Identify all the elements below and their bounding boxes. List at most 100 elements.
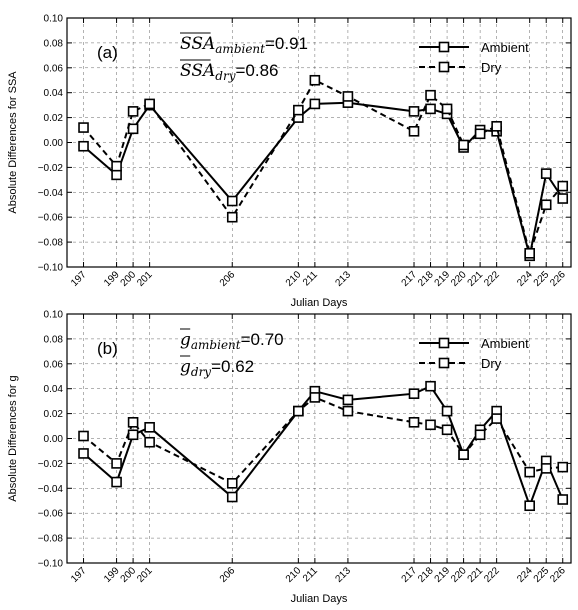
legend-label: Ambient bbox=[481, 40, 529, 55]
data-point bbox=[557, 494, 569, 505]
x-tick-label: 218 bbox=[416, 565, 436, 585]
data-point bbox=[293, 405, 304, 417]
data-point bbox=[425, 380, 436, 392]
x-tick-label: 199 bbox=[102, 269, 122, 289]
data-point bbox=[226, 478, 238, 489]
data-point bbox=[491, 121, 502, 132]
y-tick-label: 0.10 bbox=[44, 14, 64, 25]
annotation-value: =0.70 bbox=[241, 330, 284, 349]
legend-label: Dry bbox=[481, 356, 502, 371]
annotation-value: =0.62 bbox=[211, 357, 254, 376]
y-tick-label: −0.06 bbox=[38, 509, 64, 520]
series-dry bbox=[78, 392, 569, 489]
y-tick-label: 0.08 bbox=[44, 38, 64, 49]
x-tick-label: 211 bbox=[301, 269, 320, 288]
x-tick-label: 225 bbox=[532, 565, 552, 585]
data-point bbox=[458, 449, 469, 460]
data-point bbox=[458, 139, 469, 151]
y-tick-label: −0.02 bbox=[38, 459, 64, 470]
x-tick-label: 197 bbox=[69, 269, 89, 289]
x-tick-label: 225 bbox=[532, 269, 552, 289]
data-point bbox=[226, 491, 238, 503]
y-tick-label: −0.08 bbox=[38, 534, 64, 545]
data-point bbox=[441, 424, 453, 436]
legend-marker bbox=[438, 61, 450, 73]
x-tick-label: 199 bbox=[102, 565, 122, 585]
y-tick-label: 0.02 bbox=[44, 113, 64, 124]
legend-marker bbox=[438, 337, 450, 349]
data-point bbox=[293, 104, 304, 116]
y-axis-label: Absolute Differences for g bbox=[7, 375, 19, 501]
data-point bbox=[309, 74, 321, 86]
data-point bbox=[491, 413, 502, 424]
x-tick-label: 226 bbox=[548, 565, 568, 585]
data-point bbox=[127, 417, 139, 428]
data-point bbox=[524, 500, 535, 512]
y-tick-label: −0.04 bbox=[38, 484, 64, 495]
panel-a: −0.10 −0.08 −0.06 −0.04 −0.02 0.00 0.02 0.04 0.0… bbox=[7, 14, 572, 309]
data-point bbox=[408, 125, 420, 137]
data-point bbox=[111, 476, 122, 488]
annotation-subscript: ambient bbox=[215, 42, 265, 56]
data-point bbox=[309, 392, 321, 403]
y-tick-label: 0.00 bbox=[44, 434, 64, 445]
x-tick-label: 213 bbox=[333, 269, 353, 289]
data-point bbox=[111, 160, 122, 172]
data-point bbox=[78, 140, 89, 152]
x-tick-label: 197 bbox=[69, 565, 89, 585]
x-tick-label: 220 bbox=[449, 269, 469, 289]
x-tick-label: 210 bbox=[284, 269, 304, 289]
series-line bbox=[82, 396, 563, 485]
y-axis-label: Absolute Differences for SSA bbox=[7, 71, 19, 214]
data-point bbox=[441, 405, 453, 417]
y-tick-label: −0.04 bbox=[38, 188, 64, 199]
data-point bbox=[474, 128, 486, 140]
x-tick-label: 219 bbox=[433, 565, 453, 585]
x-tick-label: 218 bbox=[416, 269, 436, 289]
x-tick-label: 206 bbox=[218, 565, 238, 585]
y-tick-label: 0.06 bbox=[44, 359, 64, 370]
annotation-subscript: dry bbox=[215, 69, 235, 83]
data-point bbox=[557, 461, 569, 473]
series-line bbox=[82, 384, 564, 509]
data-point bbox=[78, 122, 89, 133]
data-point bbox=[111, 169, 122, 181]
data-point bbox=[78, 448, 89, 459]
panel-label: (a) bbox=[97, 43, 118, 62]
annotation-base: g bbox=[180, 330, 191, 350]
grid bbox=[67, 17, 571, 268]
mean-annotation: SSAdry=0.86 bbox=[180, 61, 279, 83]
x-tick-label: 213 bbox=[333, 565, 353, 585]
x-tick-label: 211 bbox=[301, 565, 320, 584]
annotation-value: =0.86 bbox=[235, 61, 278, 80]
x-tick-label: 222 bbox=[482, 565, 502, 585]
data-point bbox=[540, 168, 552, 179]
data-point bbox=[127, 429, 139, 441]
data-point bbox=[127, 123, 139, 135]
data-point bbox=[78, 430, 89, 442]
data-point bbox=[524, 248, 535, 259]
y-tick-label: −0.10 bbox=[38, 263, 64, 274]
x-tick-label: 217 bbox=[400, 565, 420, 585]
data-point bbox=[342, 394, 354, 406]
x-tick-label: 222 bbox=[482, 269, 502, 289]
mean-annotation: gambient=0.70 bbox=[180, 330, 284, 352]
data-point bbox=[425, 89, 436, 101]
x-tick-label: 210 bbox=[284, 565, 304, 585]
data-point bbox=[226, 195, 238, 207]
data-point bbox=[474, 429, 486, 441]
x-tick-label: 201 bbox=[135, 269, 155, 289]
data-point bbox=[144, 421, 155, 433]
x-tick-label: 224 bbox=[515, 269, 535, 289]
legend: Ambient Dry bbox=[419, 336, 529, 371]
data-point bbox=[425, 103, 436, 115]
y-tick-label: 0.00 bbox=[44, 138, 64, 149]
legend-marker bbox=[438, 41, 450, 53]
y-tick-label: −0.06 bbox=[38, 213, 64, 224]
grid bbox=[67, 313, 571, 564]
y-tick-label: −0.08 bbox=[38, 238, 64, 249]
x-tick-label: 220 bbox=[449, 565, 469, 585]
annotation-value: =0.91 bbox=[265, 34, 308, 53]
data-point bbox=[144, 98, 155, 110]
